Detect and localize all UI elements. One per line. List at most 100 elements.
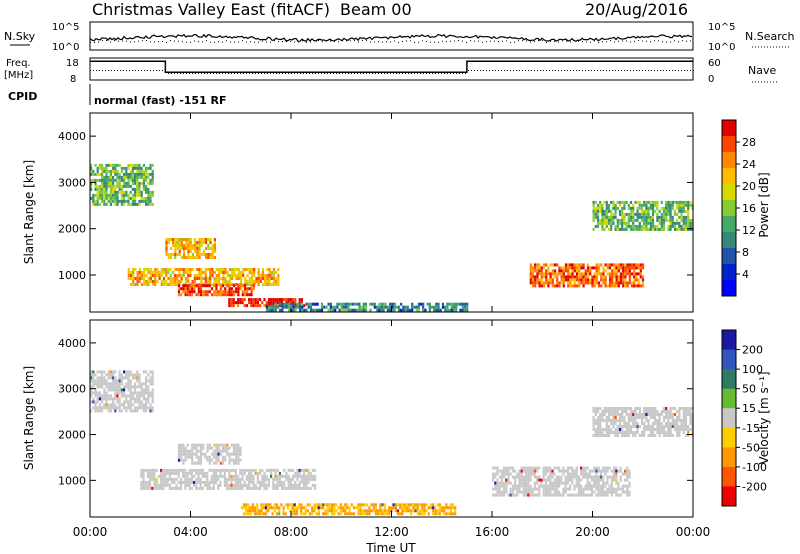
velocity-cell	[256, 503, 259, 507]
velocity-cell	[516, 490, 519, 494]
nsearch-point	[218, 41, 219, 43]
velocity-cell	[613, 490, 616, 494]
velocity-cell	[647, 419, 650, 422]
power-cell	[183, 247, 186, 250]
power-cell	[556, 284, 559, 288]
velocity-cell	[287, 486, 290, 490]
velocity-cell	[624, 484, 627, 488]
velocity-cell	[626, 475, 629, 479]
velocity-cell	[451, 506, 455, 510]
velocity-cell	[418, 512, 422, 516]
power-cell	[611, 284, 614, 288]
power-cell	[185, 238, 188, 241]
velocity-cell	[599, 469, 602, 473]
power-cell	[551, 269, 554, 273]
velocity-cell	[90, 388, 93, 392]
velocity-cell	[379, 509, 382, 513]
velocity-cell	[379, 506, 382, 510]
velocity-cell	[451, 512, 455, 516]
power-cell	[605, 200, 608, 204]
nave-point	[111, 70, 112, 71]
power-cell	[651, 224, 655, 228]
power-cell	[279, 308, 282, 312]
power-cell	[270, 305, 273, 309]
velocity-cell	[640, 434, 644, 437]
velocity-cell	[662, 431, 666, 434]
velocity-cell	[604, 484, 607, 488]
power-cell	[426, 302, 429, 306]
power-cell	[601, 224, 604, 228]
power-cell	[189, 274, 192, 277]
velocity-cell	[206, 477, 209, 481]
nave-point	[108, 70, 109, 71]
power-cell	[608, 284, 612, 288]
power-cell	[637, 263, 640, 267]
velocity-cell	[577, 475, 580, 479]
velocity-cell	[602, 487, 605, 491]
velocity-cell	[177, 443, 181, 447]
velocity-cell	[496, 484, 499, 488]
power-cell	[591, 281, 594, 285]
power-cell	[595, 269, 598, 273]
power-cell	[151, 193, 154, 197]
power-cell	[641, 275, 645, 279]
power-cell	[154, 277, 157, 280]
power-cell	[265, 308, 269, 312]
velocity-cell	[625, 431, 628, 434]
power-cell	[651, 212, 655, 216]
velocity-cell	[237, 477, 240, 481]
velocity-cell	[651, 428, 655, 431]
power-cell	[639, 284, 642, 288]
power-colorbar-swatch	[722, 152, 736, 169]
velocity-cell	[385, 509, 389, 513]
velocity-cell	[603, 410, 606, 413]
velocity-cell	[232, 483, 235, 487]
power-cell	[169, 274, 172, 277]
power-cell	[625, 224, 628, 228]
velocity-cell	[584, 475, 587, 479]
velocity-cell	[221, 461, 225, 465]
velocity-cell	[525, 469, 528, 473]
velocity-cell	[602, 493, 605, 497]
power-cell	[634, 224, 637, 228]
velocity-cell	[173, 468, 176, 472]
power-cell	[176, 253, 179, 256]
power-cell	[684, 215, 688, 219]
velocity-cell	[151, 400, 154, 404]
power-cell	[610, 215, 613, 219]
velocity-cell	[308, 503, 312, 507]
velocity-cell	[303, 477, 306, 481]
power-cell	[448, 308, 451, 312]
velocity-cell	[147, 373, 150, 377]
velocity-cell	[250, 486, 253, 490]
power-cell	[612, 215, 615, 219]
power-cell	[120, 202, 123, 206]
nave-point	[378, 73, 379, 74]
power-cell	[569, 272, 572, 276]
velocity-cell	[195, 449, 198, 453]
velocity-cell	[191, 461, 194, 465]
velocity-cell	[596, 425, 600, 428]
velocity-cell	[511, 490, 514, 494]
velocity-cell	[359, 506, 362, 510]
velocity-cell	[575, 481, 578, 485]
power-cell	[237, 284, 240, 288]
velocity-cell	[221, 458, 225, 462]
velocity-cell	[147, 391, 150, 395]
nave-point	[543, 70, 544, 71]
power-cell	[92, 193, 95, 197]
power-cell	[145, 184, 148, 188]
power-cell	[277, 268, 280, 271]
velocity-cell	[296, 486, 299, 490]
velocity-cell	[361, 509, 364, 513]
velocity-colorbar-tick-label: 200	[742, 344, 763, 357]
power-cell	[547, 278, 550, 282]
power-cell	[603, 209, 606, 213]
velocity-cell	[217, 468, 220, 472]
velocity-cell	[624, 472, 627, 476]
power-cell	[435, 308, 438, 312]
power-cell	[294, 304, 297, 308]
power-cell	[540, 272, 543, 276]
power-cell	[250, 293, 253, 297]
power-cell	[641, 266, 645, 270]
